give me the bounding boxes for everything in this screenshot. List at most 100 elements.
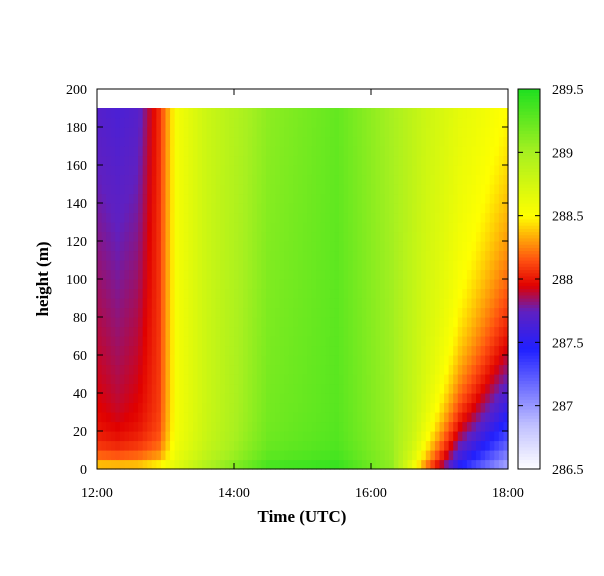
heatmap-cell	[302, 174, 308, 185]
heatmap-cell	[174, 355, 180, 366]
heatmap-cell	[439, 203, 445, 214]
heatmap-cell	[407, 317, 413, 328]
colorbar-band	[518, 184, 540, 188]
heatmap-cell	[329, 203, 336, 214]
heatmap-cell	[352, 431, 358, 442]
heatmap-cell	[270, 222, 276, 233]
heatmap-cell	[503, 136, 509, 147]
heatmap-cell	[480, 459, 486, 470]
heatmap-cell	[170, 374, 176, 385]
heatmap-cell	[220, 231, 226, 242]
colorbar-band	[518, 177, 540, 182]
heatmap-cell	[179, 165, 185, 176]
heatmap-cell	[320, 383, 326, 394]
heatmap-cell	[343, 155, 349, 166]
heatmap-cell	[183, 212, 189, 223]
heatmap-cell	[284, 241, 290, 252]
heatmap-cell	[425, 155, 431, 166]
heatmap-cell	[329, 383, 336, 394]
heatmap-cell	[124, 269, 130, 280]
heatmap-cell	[133, 165, 139, 176]
heatmap-cell	[97, 298, 103, 309]
heatmap-cell	[316, 421, 322, 432]
heatmap-cell	[325, 374, 331, 385]
heatmap-cell	[466, 298, 473, 309]
heatmap-cell	[389, 288, 395, 299]
heatmap-cell	[448, 421, 454, 432]
colorbar-band	[518, 434, 540, 438]
heatmap-cell	[252, 288, 258, 299]
heatmap-cell	[366, 421, 372, 432]
heatmap-cell	[101, 174, 107, 185]
heatmap-cell	[448, 279, 454, 290]
heatmap-cell	[247, 374, 253, 385]
heatmap-cell	[489, 222, 495, 233]
heatmap-cell	[202, 127, 208, 138]
heatmap-cell	[243, 146, 249, 157]
heatmap-cell	[380, 250, 386, 261]
heatmap-cell	[293, 136, 299, 147]
heatmap-cell	[252, 317, 258, 328]
heatmap-cell	[224, 212, 231, 223]
heatmap-cell	[265, 459, 272, 470]
heatmap-cell	[384, 174, 390, 185]
heatmap-cell	[115, 317, 121, 328]
heatmap-cell	[284, 212, 290, 223]
heatmap-cell	[402, 250, 409, 261]
heatmap-cell	[329, 269, 336, 280]
heatmap-cell	[138, 155, 144, 166]
heatmap-cell	[352, 374, 358, 385]
heatmap-cell	[261, 317, 267, 328]
heatmap-cell	[252, 155, 258, 166]
heatmap-cell	[293, 241, 299, 252]
heatmap-cell	[174, 402, 180, 413]
heatmap-cell	[380, 146, 386, 157]
heatmap-cell	[352, 146, 358, 157]
heatmap-cell	[307, 412, 313, 423]
heatmap-cell	[160, 108, 167, 119]
colorbar-band	[518, 313, 540, 318]
heatmap-cell	[252, 269, 258, 280]
heatmap-cell	[498, 155, 505, 166]
heatmap-cell	[270, 231, 276, 242]
heatmap-cell	[348, 374, 354, 385]
heatmap-cell	[151, 383, 157, 394]
heatmap-cell	[147, 155, 153, 166]
heatmap-cell	[261, 421, 267, 432]
heatmap-cell	[302, 250, 308, 261]
heatmap-cell	[448, 364, 454, 375]
heatmap-cell	[430, 345, 436, 356]
heatmap-cell	[348, 203, 354, 214]
heatmap-cell	[421, 336, 427, 347]
heatmap-cell	[115, 364, 121, 375]
heatmap-cell	[220, 431, 226, 442]
heatmap-cell	[329, 450, 336, 461]
heatmap-cell	[297, 336, 304, 347]
heatmap-cell	[421, 108, 427, 119]
heatmap-cell	[366, 317, 372, 328]
heatmap-cell	[480, 279, 486, 290]
heatmap-cell	[393, 108, 399, 119]
heatmap-cell	[430, 307, 436, 318]
heatmap-cell	[128, 108, 135, 119]
heatmap-cell	[265, 393, 272, 404]
heatmap-cell	[215, 250, 221, 261]
heatmap-cell	[124, 393, 130, 404]
heatmap-cell	[448, 241, 454, 252]
heatmap-cell	[265, 260, 272, 271]
heatmap-cell	[156, 459, 162, 470]
heatmap-cell	[444, 203, 450, 214]
heatmap-cell	[138, 184, 144, 195]
heatmap-cell	[462, 279, 468, 290]
heatmap-cell	[174, 155, 180, 166]
colorbar-band	[518, 427, 540, 432]
heatmap-cell	[311, 222, 317, 233]
heatmap-cell	[462, 402, 468, 413]
heatmap-cell	[421, 355, 427, 366]
heatmap-cell	[380, 421, 386, 432]
heatmap-cell	[498, 345, 505, 356]
heatmap-cell	[334, 374, 340, 385]
heatmap-cell	[412, 279, 418, 290]
heatmap-cell	[393, 127, 399, 138]
heatmap-cell	[279, 402, 285, 413]
